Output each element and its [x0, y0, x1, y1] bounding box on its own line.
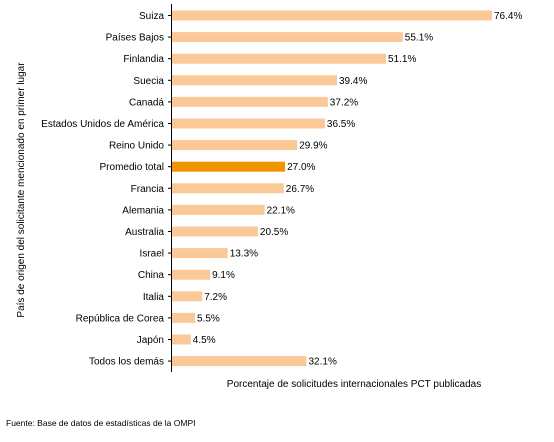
value-label: 32.1% [309, 357, 337, 368]
bar [172, 54, 386, 64]
bar [172, 32, 403, 42]
bars-group: Suiza 76.4% Países Bajos 55.1% Finlandia 51.1… [41, 11, 522, 368]
bar [172, 11, 492, 21]
category-label: República de Corea [76, 313, 165, 324]
category-label: Canadá [129, 97, 164, 108]
source-note: Fuente: Base de datos de estadísticas de… [6, 418, 195, 428]
bar [172, 97, 328, 107]
category-label: Francia [131, 184, 165, 195]
category-label: Reino Unido [109, 141, 164, 152]
value-label: 7.2% [204, 292, 227, 303]
category-label: Japón [137, 335, 164, 346]
bar [172, 270, 210, 280]
category-label: Finlandia [123, 54, 164, 65]
category-label: China [138, 270, 165, 281]
value-label: 29.9% [299, 141, 327, 152]
bar [172, 291, 202, 301]
value-label: 22.1% [267, 205, 295, 216]
category-label: Promedio total [100, 162, 164, 173]
value-label: 51.1% [388, 54, 416, 65]
bar [172, 183, 284, 193]
y-axis-title: País de origen del solicitante mencionad… [16, 62, 27, 318]
value-label: 13.3% [230, 249, 258, 260]
category-label: Suiza [139, 11, 164, 22]
value-label: 55.1% [405, 33, 433, 44]
value-label: 26.7% [286, 184, 314, 195]
category-label: Alemania [122, 205, 164, 216]
category-label: Estados Unidos de América [41, 119, 164, 130]
bar [172, 313, 195, 323]
value-label: 4.5% [193, 335, 216, 346]
value-label: 9.1% [212, 270, 235, 281]
bar [172, 119, 325, 129]
bar [172, 75, 337, 85]
bar [172, 140, 297, 150]
value-label: 39.4% [339, 76, 367, 87]
value-label: 37.2% [330, 97, 358, 108]
category-label: Australia [125, 227, 164, 238]
bar [172, 205, 265, 215]
category-label: Suecia [133, 76, 164, 87]
value-label: 36.5% [327, 119, 355, 130]
category-label: Países Bajos [106, 33, 164, 44]
x-axis-title: Porcentaje de solicitudes internacionale… [227, 379, 481, 390]
value-label: 20.5% [260, 227, 288, 238]
value-label: 27.0% [287, 162, 315, 173]
bar [172, 227, 258, 237]
bar [172, 248, 228, 258]
bar [172, 335, 191, 345]
value-label: 5.5% [197, 313, 220, 324]
value-label: 76.4% [494, 11, 522, 22]
category-label: Israel [140, 249, 164, 260]
bar-highlight [172, 162, 285, 172]
category-label: Todos los demás [89, 357, 164, 368]
category-label: Italia [143, 292, 165, 303]
bar [172, 356, 307, 366]
